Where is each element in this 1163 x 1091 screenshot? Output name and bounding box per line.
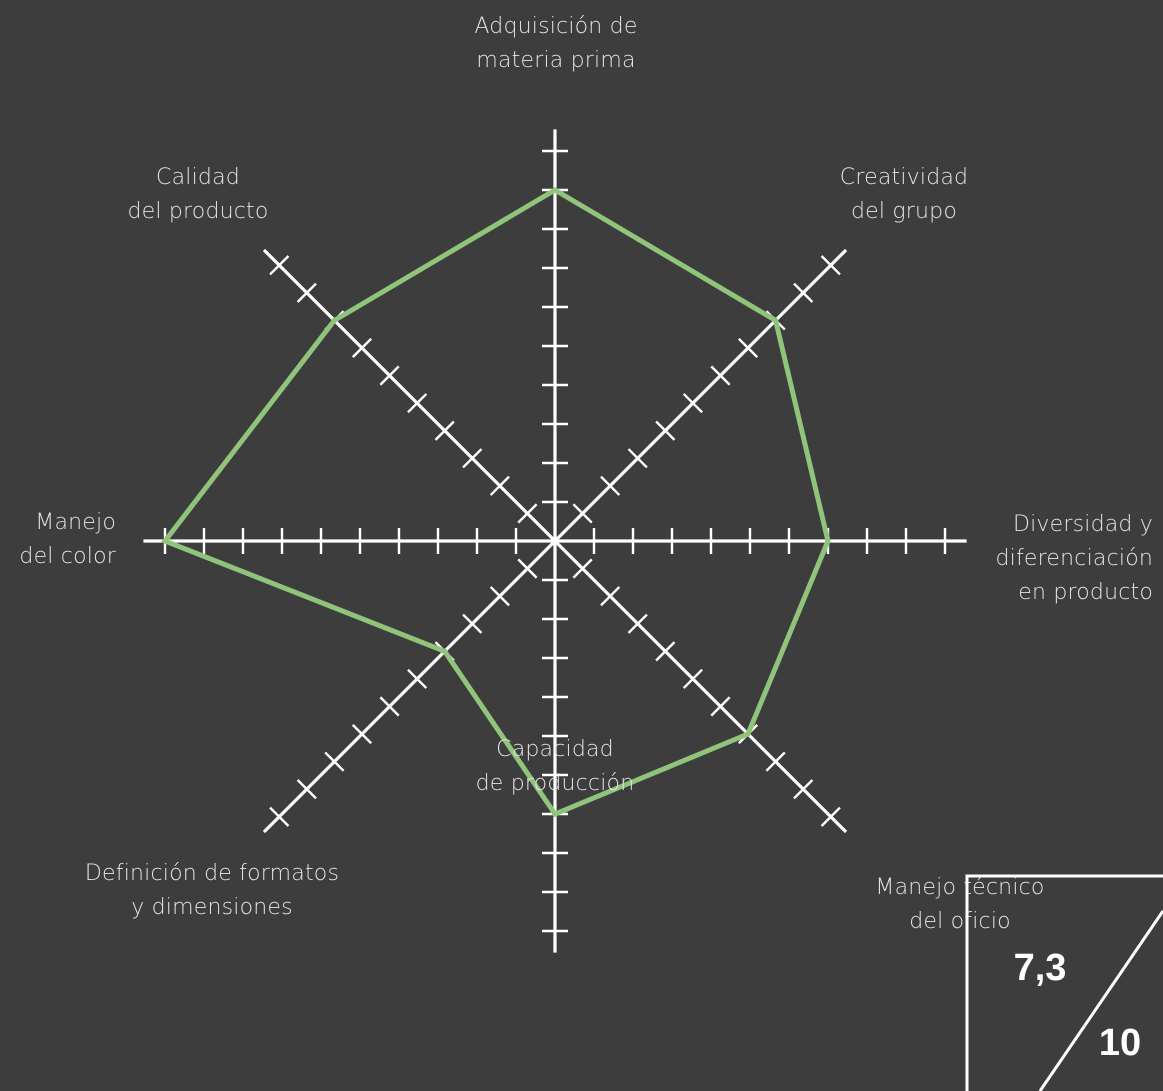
axis-tick-manejo-tecnico-del-oficio-2 (600, 586, 621, 607)
axis-tick-calidad-del-producto-3 (462, 448, 483, 469)
axis-tick-calidad-del-producto-5 (407, 393, 428, 414)
axis-label-line: Calidad (156, 165, 240, 190)
axis-tick-manejo-tecnico-del-oficio-4 (655, 641, 676, 662)
axis-tick-manejo-tecnico-del-oficio-6 (710, 696, 731, 717)
axis-tick-creatividad-del-grupo-10 (820, 255, 841, 276)
axis-tick-creatividad-del-grupo-6 (710, 365, 731, 386)
axis-tick-definicion-de-formatos-y-dimensiones-8 (324, 751, 345, 772)
axis-label-line: Diversidad y (1013, 512, 1153, 537)
series-point-calidad-del-producto (331, 317, 337, 323)
axis-tick-definicion-de-formatos-y-dimensiones-7 (351, 723, 373, 745)
axis-tick-creatividad-del-grupo-9 (793, 282, 814, 303)
axis-tick-definicion-de-formatos-y-dimensiones-6 (379, 696, 400, 717)
score-badge: 7,3 10 (965, 874, 1163, 1091)
axis-label-diversidad-y-diferenciacion-en-producto: Diversidad y diferenciación en producto (996, 512, 1154, 605)
series-point-adquisicion-de-materia-prima (552, 187, 558, 193)
axis-tick-definicion-de-formatos-y-dimensiones-3 (462, 613, 483, 634)
axis-label-line: del producto (127, 199, 268, 224)
radar-axes (143, 129, 967, 953)
axis-tick-creatividad-del-grupo-2 (600, 475, 621, 496)
series-point-manejo-tecnico-del-oficio (745, 731, 751, 737)
axis-tick-calidad-del-producto-2 (489, 475, 510, 496)
axis-line-calidad-del-producto (262, 248, 558, 544)
radar-series (160, 187, 831, 818)
axis-tick-manejo-tecnico-del-oficio-5 (682, 668, 703, 689)
axis-tick-manejo-tecnico-del-oficio-3 (627, 613, 648, 634)
axis-label-line: materia prima (476, 48, 635, 73)
axis-label-definicion-de-formatos-y-dimensiones: Definición de formatos y dimensiones (85, 861, 339, 920)
axis-label-line: diferenciación (996, 546, 1154, 571)
series-point-manejo-del-color (162, 538, 168, 544)
axis-line-definicion-de-formatos-y-dimensiones (262, 538, 558, 834)
axis-label-line: Adquisición de (474, 14, 637, 39)
axis-tick-definicion-de-formatos-y-dimensiones-1 (517, 558, 538, 579)
axis-tick-creatividad-del-grupo-1 (572, 503, 593, 524)
score-box (965, 874, 1163, 1091)
axis-label-manejo-tecnico-del-oficio: Manejo técnico del oficio (875, 875, 1044, 934)
axis-label-line: del color (19, 544, 116, 569)
axis-tick-calidad-del-producto-1 (517, 503, 538, 524)
series-line-0 (160, 187, 831, 818)
axis-label-line: del oficio (909, 909, 1011, 934)
axis-tick-creatividad-del-grupo-3 (627, 448, 648, 469)
axis-tick-manejo-tecnico-del-oficio-9 (793, 779, 814, 800)
axis-tick-manejo-tecnico-del-oficio-1 (572, 558, 593, 579)
axis-labels: Adquisición de materia prima Creatividad de… (19, 14, 1154, 934)
axis-label-line: Creatividad (840, 165, 968, 190)
axis-tick-definicion-de-formatos-y-dimensiones-10 (269, 806, 290, 827)
axis-label-line: Definición de formatos (85, 861, 339, 886)
axis-tick-manejo-tecnico-del-oficio-10 (820, 806, 841, 827)
axis-tick-definicion-de-formatos-y-dimensiones-2 (489, 586, 510, 607)
axis-tick-calidad-del-producto-4 (434, 420, 455, 441)
axis-label-line: Manejo (35, 510, 116, 535)
axis-tick-calidad-del-producto-10 (269, 255, 290, 276)
series-point-creatividad-del-grupo (773, 317, 779, 323)
score-value: 7,3 (1014, 947, 1067, 989)
axis-label-adquisicion-de-materia-prima: Adquisición de materia prima (474, 14, 637, 73)
series-point-definicion-de-formatos-y-dimensiones (442, 648, 448, 654)
axis-tick-creatividad-del-grupo-5 (682, 393, 703, 414)
axis-line-manejo-tecnico-del-oficio (552, 538, 848, 834)
axis-label-line: en producto (1018, 580, 1153, 605)
axis-label-calidad-del-producto: Calidad del producto (127, 165, 268, 224)
axis-tick-calidad-del-producto-6 (379, 365, 400, 386)
score-max: 10 (1099, 1022, 1141, 1064)
series-point-capacidad-de-produccion (552, 811, 558, 817)
series-point-diversidad-y-diferenciacion-en-producto (825, 538, 831, 544)
axis-tick-definicion-de-formatos-y-dimensiones-9 (296, 779, 317, 800)
axis-label-creatividad-del-grupo: Creatividad del grupo (840, 165, 968, 224)
axis-label-line: del grupo (851, 199, 957, 224)
axis-tick-creatividad-del-grupo-7 (737, 337, 759, 359)
axis-line-creatividad-del-grupo (552, 248, 848, 544)
axis-label-line: Manejo técnico (875, 875, 1044, 900)
axis-tick-calidad-del-producto-7 (351, 337, 373, 359)
score-divider (1038, 910, 1163, 1091)
axis-label-line: de producción (476, 771, 635, 796)
axis-tick-creatividad-del-grupo-4 (655, 420, 676, 441)
axis-tick-definicion-de-formatos-y-dimensiones-5 (407, 668, 428, 689)
axis-label-capacidad-de-produccion: Capacidad de producción (476, 737, 635, 796)
axis-label-line: y dimensiones (131, 895, 293, 920)
axis-label-line: Capacidad (496, 737, 614, 762)
axis-tick-manejo-tecnico-del-oficio-8 (765, 751, 786, 772)
axis-label-manejo-del-color: Manejo del color (19, 510, 116, 569)
axis-tick-calidad-del-producto-9 (296, 282, 317, 303)
